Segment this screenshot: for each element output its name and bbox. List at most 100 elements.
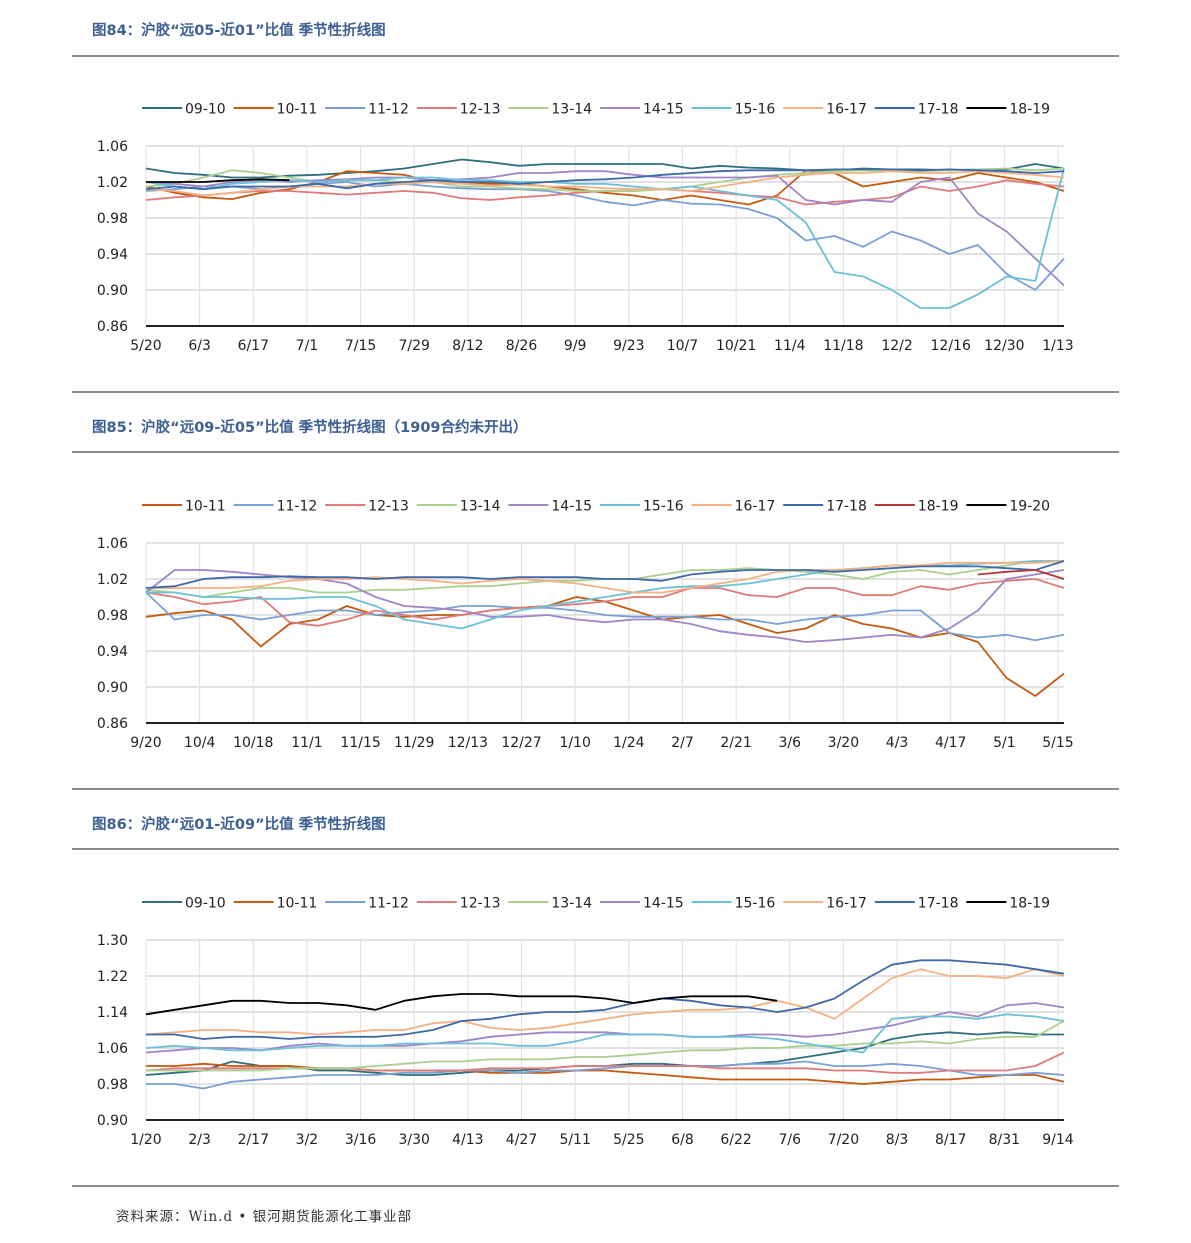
- divider: [72, 848, 1119, 850]
- legend-label: 15-16: [735, 102, 776, 118]
- x-tick-label: 11/18: [823, 338, 863, 354]
- x-tick-label: 2/3: [188, 1132, 211, 1148]
- legend-item: 14-15: [600, 102, 684, 118]
- divider: [72, 391, 1119, 393]
- legend-item: 10-11: [142, 499, 226, 515]
- series-line-18-19: [145, 993, 778, 1016]
- figure-85-title: 图85：沪胶“远09-近05”比值 季节性折线图（1909合约未开出）: [92, 420, 528, 436]
- legend-item: 10-11: [233, 102, 318, 118]
- y-tick-label: 0.98: [97, 211, 128, 227]
- series-line-16-17: [146, 560, 1065, 594]
- x-tick-label: 12/2: [881, 338, 912, 354]
- x-tick-label: 3/2: [296, 1132, 319, 1148]
- legend-item: 17-18: [783, 499, 867, 515]
- x-tick-label: 8/17: [935, 1132, 966, 1148]
- legend-label: 18-19: [918, 499, 959, 515]
- y-tick-label: 0.98: [97, 1077, 128, 1093]
- legend-label: 11-12: [368, 896, 409, 912]
- x-tick-label: 4/17: [935, 735, 966, 751]
- y-tick-label: 1.06: [97, 1041, 128, 1057]
- chart-84-line-chart: 09-10 10-11 11-12 12-13 13-14 14-15 15-16 16-17…: [97, 102, 1074, 355]
- source-note: 资料来源：Win.d • 银河期货能源化工事业部: [116, 1209, 413, 1225]
- x-tick-label: 10/21: [716, 338, 756, 354]
- series-line-13-14: [146, 1020, 1065, 1072]
- x-tick-label: 2/17: [238, 1132, 269, 1148]
- legend-item: 12-13: [416, 896, 501, 912]
- x-tick-label: 9/23: [613, 338, 644, 354]
- y-tick-label: 1.30: [97, 933, 128, 949]
- legend-label: 12-13: [460, 896, 501, 912]
- legend-label: 19-20: [1009, 499, 1050, 515]
- legend-item: 09-10: [142, 102, 226, 118]
- legend-item: 17-18: [874, 896, 959, 912]
- figure-86-title: 图86：沪胶“远01-近09”比值 季节性折线图: [92, 817, 386, 833]
- legend-label: 18-19: [1009, 896, 1050, 912]
- legend-label: 10-11: [277, 896, 318, 912]
- y-tick-label: 0.94: [97, 644, 128, 660]
- x-tick-label: 11/29: [394, 735, 434, 751]
- series-line-13-14: [145, 167, 1065, 192]
- legend-label: 13-14: [460, 499, 501, 515]
- chart-86-line-chart: 09-10 10-11 11-12 12-13 13-14 14-15 15-16 16-17…: [97, 896, 1074, 1149]
- legend-label: 17-18: [918, 102, 959, 118]
- y-tick-label: 0.90: [97, 680, 128, 696]
- chart-85-line-chart: 10-11 11-12 12-13 13-14 14-15 15-16 16-17 17-18…: [97, 499, 1074, 752]
- series-line-17-18: [145, 560, 1065, 589]
- series-line-09-10: [145, 158, 1065, 179]
- x-tick-label: 7/20: [828, 1132, 859, 1148]
- x-tick-label: 12/16: [931, 338, 971, 354]
- series-line-16-17: [145, 968, 1065, 1036]
- x-tick-label: 10/7: [667, 338, 698, 354]
- legend-label: 16-17: [826, 102, 867, 118]
- x-tick-label: 8/26: [506, 338, 538, 354]
- legend-label: 15-16: [643, 499, 684, 515]
- x-tick-label: 3/6: [778, 735, 801, 751]
- x-tick-label: 7/1: [296, 338, 319, 354]
- legend-item: 16-17: [691, 499, 775, 515]
- x-tick-label: 12/13: [448, 735, 488, 751]
- legend-label: 12-13: [368, 499, 409, 515]
- legend-label: 13-14: [551, 102, 592, 118]
- x-tick-label: 10/18: [233, 735, 273, 751]
- divider: [72, 451, 1119, 453]
- legend-label: 09-10: [185, 102, 226, 118]
- x-tick-label: 8/3: [886, 1132, 909, 1148]
- y-tick-label: 1.02: [97, 175, 128, 191]
- legend-label: 17-18: [918, 896, 959, 912]
- series-line-10-11: [145, 596, 1065, 697]
- x-tick-label: 9/14: [1042, 1132, 1074, 1148]
- y-tick-label: 1.02: [97, 572, 128, 588]
- legend-item: 18-19: [966, 896, 1050, 912]
- series-line-17-18: [146, 959, 1065, 1040]
- legend-label: 14-15: [643, 102, 684, 118]
- x-tick-label: 1/24: [613, 735, 645, 751]
- legend-item: 18-19: [966, 102, 1050, 118]
- legend-label: 15-16: [735, 896, 776, 912]
- x-tick-label: 1/10: [559, 735, 590, 751]
- legend-label: 14-15: [643, 896, 684, 912]
- x-tick-label: 11/1: [291, 735, 322, 751]
- legend-item: 19-20: [966, 499, 1050, 515]
- legend-label: 14-15: [551, 499, 592, 515]
- legend-item: 13-14: [416, 499, 501, 515]
- series-line-11-12: [146, 1060, 1065, 1090]
- legend-item: 12-13: [416, 102, 500, 118]
- x-tick-label: 1/13: [1042, 338, 1073, 354]
- legend-label: 10-11: [277, 102, 318, 118]
- legend-label: 11-12: [368, 102, 409, 118]
- legend-item: 11-12: [325, 102, 409, 118]
- figure-84-title: 图84：沪胶“远05-近01”比值 季节性折线图: [92, 23, 386, 39]
- legend-item: 13-14: [508, 102, 592, 118]
- x-tick-label: 7/29: [399, 338, 430, 354]
- series-line-11-12: [145, 591, 1065, 642]
- x-tick-label: 4/3: [886, 735, 909, 751]
- x-tick-label: 12/30: [984, 338, 1024, 354]
- legend-label: 10-11: [185, 499, 226, 515]
- y-tick-label: 0.86: [97, 716, 128, 732]
- legend-label: 13-14: [551, 896, 592, 912]
- y-tick-label: 0.98: [97, 608, 128, 624]
- x-tick-label: 7/15: [345, 338, 376, 354]
- divider: [72, 788, 1119, 790]
- x-tick-label: 6/22: [720, 1132, 751, 1148]
- legend-item: 17-18: [874, 102, 959, 118]
